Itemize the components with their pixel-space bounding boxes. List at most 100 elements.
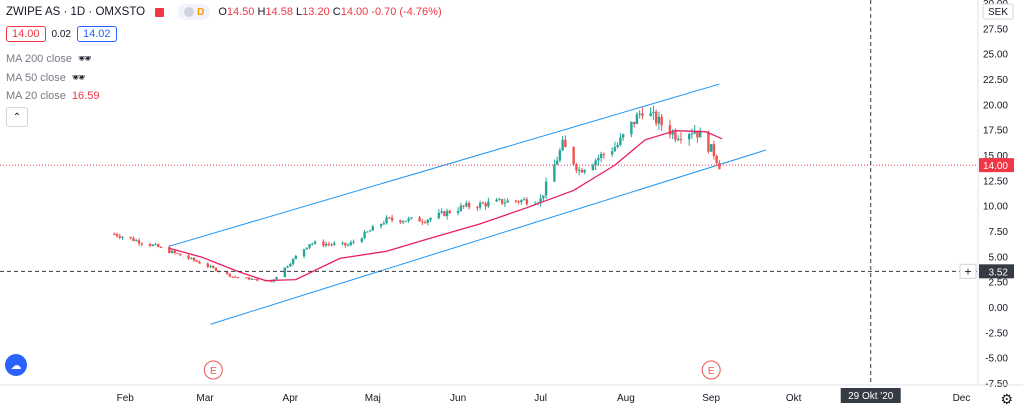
time-axis[interactable]: Feb Mar Apr Maj Jun Jul Aug Sep Okt Dec (117, 393, 971, 404)
y-tick-label: 25.00 (983, 50, 1008, 61)
x-tick-label: Apr (283, 393, 299, 404)
candle-body (638, 113, 641, 115)
candle-body (173, 250, 176, 253)
candle-body (544, 181, 548, 196)
eye-off-icon[interactable]: 🕶 (78, 53, 93, 65)
candle-body (487, 201, 490, 207)
candle-body (462, 205, 465, 207)
candle-body (583, 170, 586, 173)
candle-body (346, 244, 350, 246)
candle-body (715, 155, 718, 163)
candle-body (448, 210, 452, 213)
x-tick-label: Maj (365, 393, 381, 404)
ohlc-low-label: L (296, 6, 303, 18)
candle-body (679, 138, 683, 140)
candle-body (652, 111, 655, 114)
ohlc-low: 13.20 (302, 6, 330, 18)
candle-body (399, 220, 402, 223)
candle-body (423, 222, 427, 224)
candle-body (599, 153, 603, 158)
y-tick-label: 0.00 (989, 303, 1009, 314)
sell-price-button[interactable]: 14.00 (6, 26, 46, 42)
candle-body (467, 203, 471, 208)
candle-body (564, 139, 567, 148)
candle-body (308, 244, 311, 248)
candle-body (225, 271, 229, 274)
price-axis[interactable]: 30.0027.5025.0022.5020.0017.5015.0012.50… (983, 0, 1008, 390)
candle-body (712, 144, 716, 156)
indicator-ma50[interactable]: MA 50 close 🕶 (6, 71, 86, 85)
candle-body (324, 244, 328, 246)
candle-body (671, 131, 674, 135)
indicator-label: MA 20 close (6, 90, 66, 102)
y-tick-label: 7.50 (989, 227, 1009, 238)
candle-body (558, 150, 562, 161)
indicator-ma200[interactable]: MA 200 close 🕶 (6, 52, 93, 66)
candle-body (440, 211, 443, 213)
crosshair-plus-button (959, 263, 977, 279)
buy-price-button[interactable]: 14.02 (77, 26, 117, 42)
candle-body (698, 131, 702, 138)
candle-body (500, 199, 504, 204)
candle-body (250, 278, 254, 280)
candle-body (619, 137, 622, 145)
ohlc-high: 14.58 (265, 6, 293, 18)
candle-body (693, 130, 696, 134)
candle-body (594, 160, 597, 166)
candle-body (366, 231, 369, 233)
y-tick-label: 10.00 (983, 202, 1008, 213)
candle-body (247, 277, 251, 280)
candle-body (176, 252, 179, 254)
symbol-title[interactable]: ZWIPE AS · 1D · OMXSTO (6, 6, 146, 18)
tradingview-logo-icon[interactable]: ☁ (5, 354, 27, 376)
market-status-icon (155, 7, 165, 17)
y-tick-label: 12.50 (983, 176, 1008, 187)
crosshair-date-tag-box (840, 388, 901, 403)
earnings-marker (701, 360, 721, 380)
candle-body (206, 263, 209, 267)
indicator-ma20[interactable]: MA 20 close 16.59 (6, 90, 99, 102)
trade-price-box: 14.00 0.02 14.02 (6, 26, 117, 42)
candle-body (159, 247, 163, 249)
candle-body (613, 147, 617, 152)
earnings-marker (203, 360, 223, 380)
candle-body (481, 202, 485, 204)
x-tick-label: Jul (534, 393, 547, 404)
candle-body (333, 243, 336, 245)
candle-body (187, 255, 190, 259)
candle-body (113, 234, 116, 236)
candle-body (289, 263, 292, 267)
candle-body (132, 238, 135, 241)
candle-body (192, 257, 196, 261)
candle-body (148, 243, 152, 246)
visibility-icon (184, 7, 195, 17)
x-tick-label: Okt (786, 393, 802, 404)
gear-icon[interactable]: ⚙ (1000, 391, 1013, 407)
candlestick-series[interactable] (113, 105, 721, 283)
ohlc-open: 14.50 (226, 6, 255, 18)
candle-body (209, 266, 212, 268)
candle-body (539, 198, 542, 203)
indicator-value: 16.59 (71, 90, 100, 102)
candle-body (445, 210, 449, 216)
candle-body (135, 240, 138, 242)
candle-body (253, 278, 256, 280)
candle-body (154, 244, 157, 246)
candle-body (660, 116, 663, 126)
candle-body (269, 281, 273, 283)
crosshair-price-tag-box (979, 264, 1014, 279)
x-tick-label: Mar (196, 393, 214, 404)
ma-20-line (169, 130, 723, 282)
interval-badge[interactable]: D (178, 4, 211, 20)
eye-off-icon[interactable]: 🕶 (71, 72, 86, 84)
candle-body (577, 169, 581, 171)
ohlc-change: -0.70 (-4.76%) (371, 6, 442, 18)
candle-body (641, 113, 644, 117)
candle-body (602, 153, 606, 155)
collapse-legend-button[interactable]: ⌃ (6, 107, 28, 127)
candle-body (140, 243, 143, 245)
candle-body (305, 247, 309, 250)
candle-body (294, 256, 298, 259)
candle-body (591, 165, 595, 171)
